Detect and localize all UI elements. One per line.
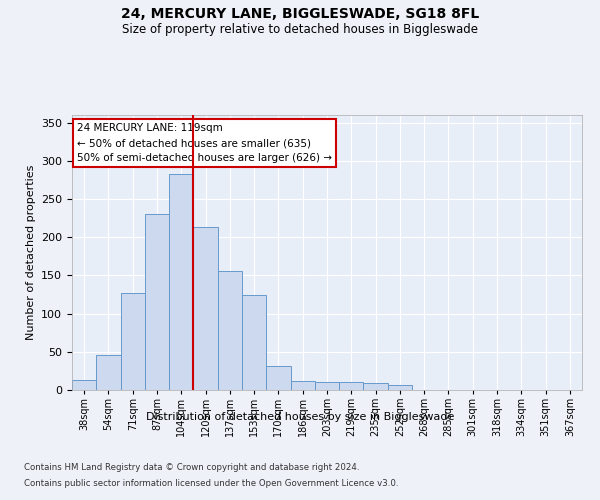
Text: 24, MERCURY LANE, BIGGLESWADE, SG18 8FL: 24, MERCURY LANE, BIGGLESWADE, SG18 8FL: [121, 8, 479, 22]
Bar: [169, 174, 193, 390]
Bar: [218, 271, 242, 390]
Bar: [315, 382, 339, 390]
Text: Contains HM Land Registry data © Crown copyright and database right 2024.: Contains HM Land Registry data © Crown c…: [24, 462, 359, 471]
Text: Distribution of detached houses by size in Biggleswade: Distribution of detached houses by size …: [146, 412, 454, 422]
Y-axis label: Number of detached properties: Number of detached properties: [26, 165, 35, 340]
Text: 24 MERCURY LANE: 119sqm
← 50% of detached houses are smaller (635)
50% of semi-d: 24 MERCURY LANE: 119sqm ← 50% of detache…: [77, 123, 332, 163]
Text: Contains public sector information licensed under the Open Government Licence v3: Contains public sector information licen…: [24, 478, 398, 488]
Bar: [145, 214, 169, 390]
Bar: [193, 228, 218, 390]
Bar: [388, 384, 412, 390]
Bar: [121, 293, 145, 390]
Bar: [364, 383, 388, 390]
Bar: [290, 381, 315, 390]
Bar: [266, 366, 290, 390]
Bar: [96, 355, 121, 390]
Bar: [339, 382, 364, 390]
Bar: [242, 294, 266, 390]
Bar: [72, 380, 96, 390]
Text: Size of property relative to detached houses in Biggleswade: Size of property relative to detached ho…: [122, 22, 478, 36]
